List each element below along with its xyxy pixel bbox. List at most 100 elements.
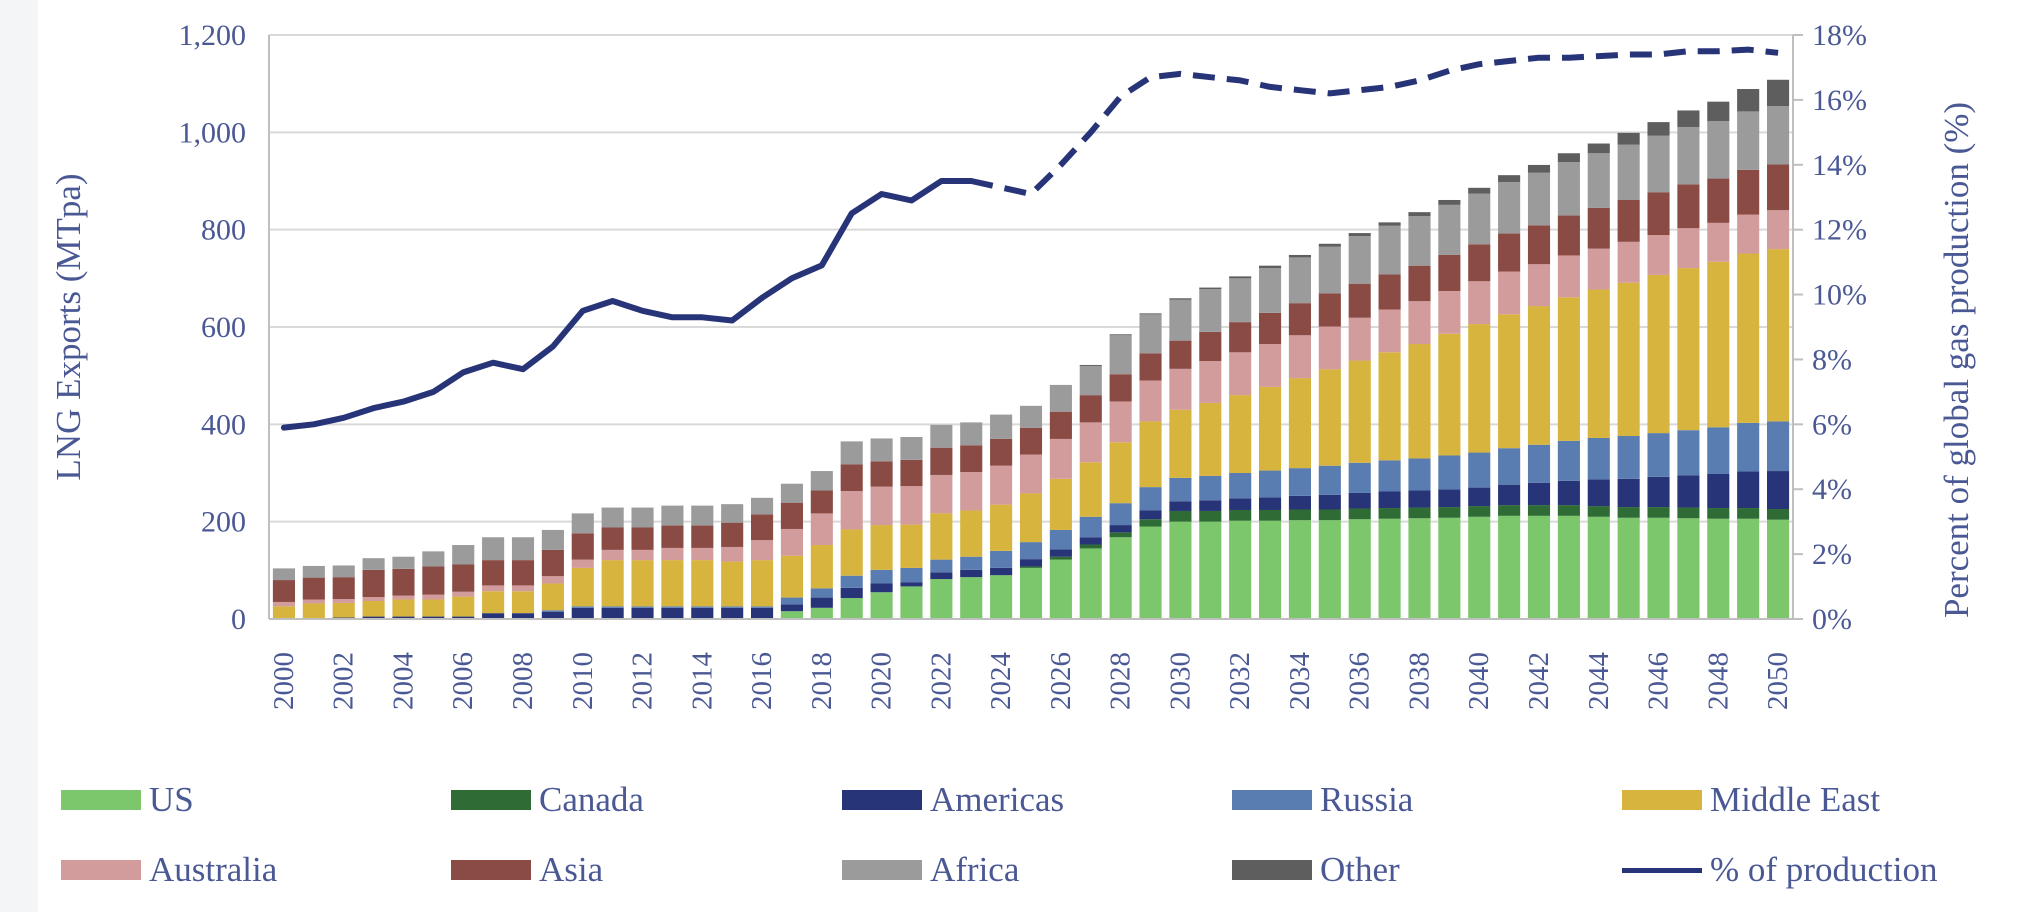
x-tick-label: 2042	[1523, 652, 1555, 710]
bar-segment-australia	[272, 601, 295, 607]
y2-tick-label: 8%	[1812, 343, 1852, 376]
bar-segment-canada	[1527, 505, 1551, 516]
bar-segment-australia	[960, 472, 983, 511]
bar-segment-asia	[1767, 164, 1790, 211]
y-axis-title: LNG Exports (MTpa)	[49, 173, 88, 480]
bar-segment-americas	[1049, 549, 1072, 557]
y2-axis-title: Percent of global gas production (%)	[1937, 102, 1976, 618]
x-tick-label: 2050	[1762, 652, 1794, 710]
bar-segment-africa	[1438, 204, 1461, 255]
legend-item: Middle East	[1622, 780, 1880, 820]
bar-segment-americas	[960, 569, 983, 578]
bar-segment-africa	[1139, 314, 1162, 354]
bar-segment-africa	[751, 497, 774, 515]
bar-segment-africa	[870, 438, 893, 462]
bar-segment-us	[1139, 526, 1162, 619]
x-tick-label: 2028	[1105, 652, 1137, 710]
bar-segment-middle-east	[1318, 369, 1341, 466]
bar-segment-canada	[1378, 508, 1401, 519]
bar-segment-australia	[1647, 235, 1670, 275]
bar-segment-other	[1468, 187, 1491, 194]
y2-tick-label: 10%	[1812, 279, 1867, 312]
x-tick-label: 2032	[1224, 652, 1256, 710]
bar-segment-middle-east	[1049, 478, 1072, 530]
x-tick-label: 2038	[1403, 652, 1435, 710]
bar-segment-middle-east	[930, 513, 953, 560]
bar-segment-americas	[1019, 559, 1043, 567]
bar-segment-canada	[1468, 506, 1491, 517]
bar-segment-americas	[482, 613, 505, 619]
bar-segment-canada	[1707, 508, 1730, 519]
bar-segment-australia	[1169, 368, 1192, 410]
bar-segment-africa	[990, 414, 1013, 439]
bar-segment-asia	[1019, 427, 1043, 455]
bar-segment-russia	[721, 606, 744, 608]
bar-segment-australia	[1527, 264, 1551, 307]
bar-segment-asia	[1169, 340, 1192, 369]
bar-segment-americas	[1737, 471, 1760, 509]
bar-segment-us	[870, 592, 893, 619]
bar-segment-australia	[1019, 454, 1043, 494]
bar-segment-australia	[721, 546, 744, 562]
bar-segment-middle-east	[1737, 253, 1760, 423]
bar-segment-australia	[1348, 317, 1371, 361]
bar-segment-russia	[930, 559, 953, 573]
bar-segment-americas	[1199, 500, 1222, 511]
production-share-line	[280, 46, 1779, 431]
bar-segment-us	[1259, 520, 1282, 619]
bar-segment-asia	[1408, 265, 1431, 302]
bar-segment-us	[1288, 520, 1311, 619]
x-tick-label: 2012	[627, 652, 659, 710]
bar-segment-middle-east	[870, 525, 893, 570]
bar-segment-middle-east	[1557, 297, 1580, 441]
bar-segment-russia	[900, 567, 923, 583]
bar-segment-middle-east	[511, 591, 535, 614]
bar-segment-middle-east	[1587, 289, 1610, 438]
bar-segment-other	[1707, 101, 1730, 122]
bar-segment-other	[1288, 254, 1311, 258]
bar-segment-middle-east	[1139, 421, 1162, 488]
bar-segment-canada	[1348, 508, 1371, 520]
bar-segment-russia	[1378, 460, 1401, 492]
y2-tick-label: 6%	[1812, 408, 1852, 441]
x-tick-label: 2000	[268, 652, 300, 710]
bar-segment-australia	[1288, 335, 1311, 379]
bar-segment-us	[1737, 518, 1760, 619]
y-tick-label: 1,000	[179, 116, 247, 149]
bar-segment-australia	[661, 547, 684, 561]
bar-segment-russia	[571, 606, 594, 608]
bar-segment-africa	[362, 558, 385, 570]
bar-segment-russia	[1498, 448, 1521, 485]
bar-segment-africa	[1259, 268, 1282, 313]
legend-label: Asia	[539, 850, 604, 889]
bar-segment-africa	[1378, 225, 1401, 275]
bar-segment-middle-east	[332, 602, 355, 618]
legend-swatch	[1232, 860, 1312, 880]
bar-segment-americas	[840, 587, 863, 599]
bar-segment-africa	[1318, 246, 1341, 294]
legend-item: % of production	[1622, 850, 1937, 890]
legend-swatch	[451, 860, 531, 880]
bar-segment-middle-east	[1259, 386, 1282, 471]
bar-segment-africa	[631, 507, 654, 528]
bar-segment-us	[960, 577, 983, 619]
bar-segment-other	[1139, 313, 1162, 315]
bar-segment-asia	[721, 522, 744, 547]
bar-segment-americas	[661, 607, 684, 619]
bar-segment-australia	[1617, 241, 1640, 283]
bar-segment-canada	[1647, 507, 1670, 518]
bar-segment-americas	[1348, 492, 1371, 509]
bar-segment-americas	[780, 604, 803, 612]
x-tick-label: 2002	[328, 652, 360, 710]
bar-segment-asia	[1139, 353, 1162, 381]
bar-segment-russia	[960, 556, 983, 570]
bar-segment-asia	[1557, 215, 1580, 256]
bar-segment-asia	[1587, 207, 1610, 249]
bar-segment-asia	[1049, 411, 1072, 439]
bar-segment-russia	[1019, 542, 1043, 560]
bar-segment-americas	[1318, 494, 1341, 510]
bar-segment-canada	[1408, 507, 1431, 519]
bar-segment-americas	[1288, 495, 1311, 510]
bar-segment-americas	[1378, 491, 1401, 509]
x-tick-label: 2046	[1643, 652, 1675, 710]
